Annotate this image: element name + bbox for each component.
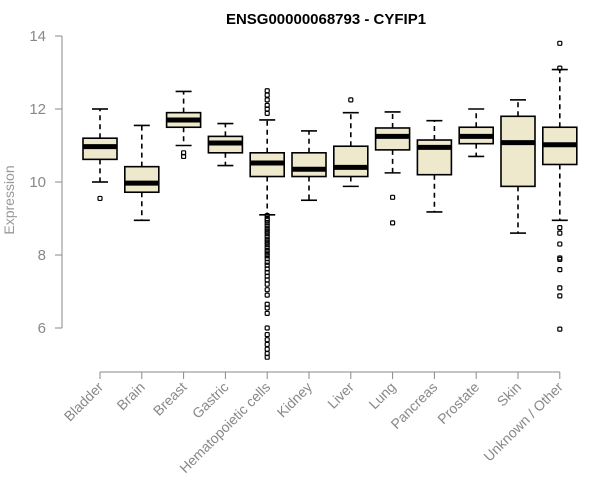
box-group: [249, 88, 285, 360]
y-tick-label: 8: [38, 247, 46, 264]
box-group: [291, 130, 327, 202]
outlier-point: [264, 281, 270, 287]
outlier-point: [264, 341, 270, 348]
outlier-point: [557, 65, 563, 71]
outlier-point: [181, 153, 187, 160]
x-tick-label: Skin: [494, 379, 525, 410]
chart-title: ENSG00000068793 - CYFIP1: [226, 11, 426, 28]
outlier-point: [264, 223, 270, 229]
outlier-point: [264, 346, 270, 352]
plot-area: [82, 40, 578, 360]
outlier-point: [264, 305, 270, 311]
x-tick-label: Brain: [113, 379, 147, 413]
outlier-point: [264, 92, 270, 98]
outlier-point: [264, 287, 270, 293]
outlier-point: [264, 88, 270, 94]
outlier-point: [557, 230, 563, 236]
x-tick-label: Liver: [324, 379, 357, 412]
y-tick-label: 14: [29, 28, 46, 45]
box-group: [82, 108, 118, 202]
box-group: [458, 108, 495, 158]
outlier-point: [390, 194, 396, 200]
outlier-point: [264, 106, 270, 112]
outlier-point: [557, 293, 563, 299]
outlier-point: [264, 310, 270, 316]
outlier-point: [264, 237, 270, 243]
y-tick-label: 10: [29, 174, 46, 191]
outlier-point: [264, 97, 270, 103]
outlier-point: [557, 241, 563, 247]
outlier-point: [557, 225, 563, 231]
outlier-point: [264, 226, 270, 232]
outlier-point: [557, 326, 563, 332]
outlier-point: [264, 220, 270, 226]
outlier-point: [264, 253, 270, 259]
outlier-point: [557, 256, 563, 262]
outlier-point: [264, 337, 270, 343]
outlier-point: [390, 220, 396, 226]
box-group: [124, 124, 160, 222]
outlier-point: [264, 231, 270, 237]
iqr-box: [332, 145, 369, 178]
outlier-point: [348, 97, 354, 103]
outlier-point: [557, 267, 563, 273]
outlier-point: [264, 354, 270, 360]
x-tick-label: Kidney: [274, 379, 316, 421]
outlier-point: [557, 40, 563, 46]
box-group: [332, 97, 369, 188]
outlier-point: [264, 217, 270, 223]
outlier-point: [264, 292, 270, 298]
outlier-point: [97, 195, 103, 202]
box-group: [416, 119, 453, 213]
box-group: [165, 90, 202, 160]
outlier-point: [264, 110, 270, 116]
outlier-point: [264, 242, 270, 248]
box-group: [541, 40, 578, 332]
outlier-point: [264, 259, 270, 265]
outlier-point: [264, 228, 270, 234]
box-group: [374, 111, 411, 226]
outlier-point: [264, 239, 270, 245]
outlier-point: [264, 250, 270, 256]
outlier-point: [264, 234, 270, 240]
outlier-point: [264, 277, 270, 283]
x-tick-label: Breast: [150, 379, 190, 419]
x-tick-label: Prostate: [434, 379, 482, 427]
iqr-box: [124, 165, 160, 194]
outlier-point: [264, 245, 270, 251]
outlier-point: [557, 285, 563, 291]
iqr-box: [500, 115, 536, 188]
iqr-box: [291, 152, 327, 178]
outlier-point: [264, 331, 270, 338]
y-tick-label: 12: [29, 101, 46, 118]
outlier-point: [264, 325, 270, 331]
y-axis: 6 8 10 12 14: [29, 28, 63, 337]
outlier-point: [264, 248, 270, 254]
x-tick-label: Unknown / Other: [480, 379, 566, 465]
outlier-point: [264, 212, 270, 219]
box-group: [500, 99, 536, 234]
y-tick-label: 6: [38, 320, 46, 337]
iqr-box: [374, 127, 411, 151]
x-tick-label: Lung: [365, 379, 398, 412]
box-group: [207, 122, 244, 167]
x-tick-label: Bladder: [61, 379, 107, 425]
y-axis-label: Expression: [1, 165, 17, 234]
